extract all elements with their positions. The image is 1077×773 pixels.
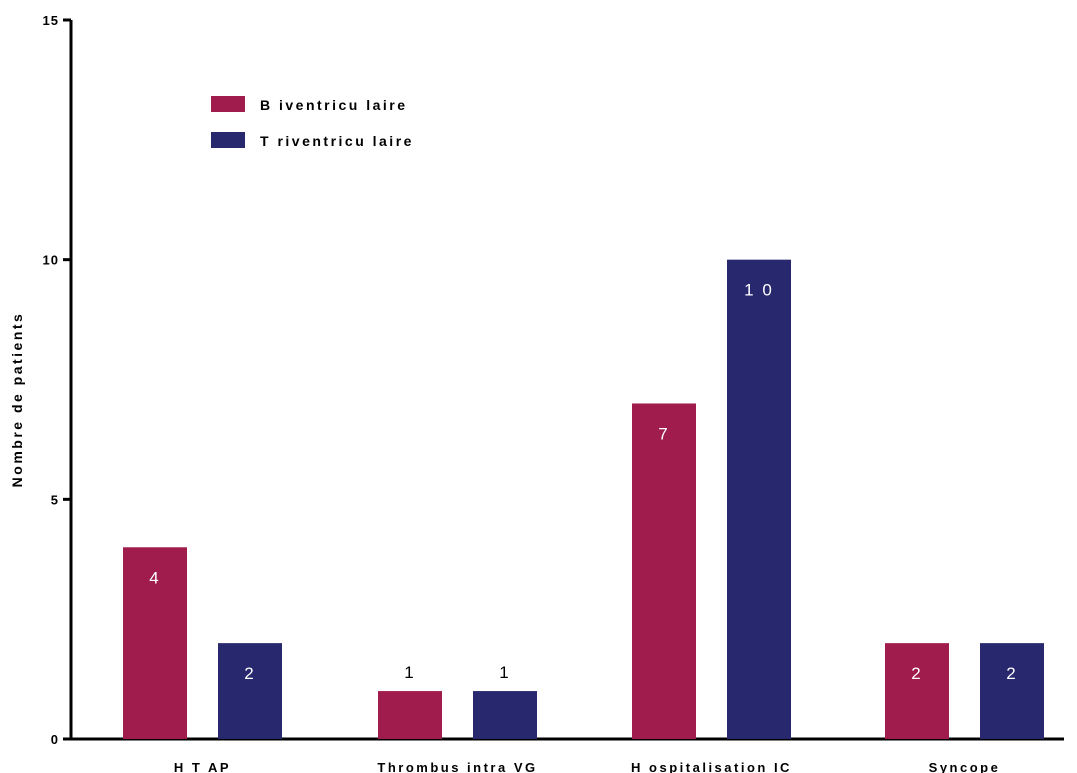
x-tick-label: H T AP — [174, 760, 231, 773]
y-axis-title: Nombre de patients — [9, 312, 25, 488]
bar — [123, 547, 187, 739]
bar — [218, 643, 282, 739]
legend-swatch — [211, 132, 245, 148]
x-tick-label: H ospitalisation IC — [631, 760, 792, 773]
bar — [980, 643, 1044, 739]
bar — [727, 259, 791, 739]
data-label: 1 — [499, 663, 510, 682]
bar — [885, 643, 949, 739]
bar — [378, 691, 442, 739]
legend: B iventricu laire T riventricu laire — [211, 96, 414, 149]
y-tick-label: 0 — [51, 732, 59, 747]
y-tick-label: 10 — [43, 253, 59, 268]
bar — [473, 691, 537, 739]
y-tick-label: 15 — [43, 13, 59, 28]
legend-label: T riventricu laire — [260, 133, 414, 149]
x-tick-label: Syncope — [929, 760, 1001, 773]
bar — [632, 403, 696, 739]
legend-label: B iventricu laire — [260, 97, 408, 113]
data-label: 1 0 — [744, 281, 774, 300]
data-label: 4 — [149, 568, 160, 587]
data-label: 1 — [404, 663, 415, 682]
x-tick-label: Thrombus intra VG — [377, 760, 537, 773]
data-label: 2 — [244, 664, 255, 683]
bars: 4 2 1 1 7 1 0 2 2 — [123, 259, 1044, 739]
y-tick-label: 5 — [51, 492, 59, 507]
data-label: 2 — [911, 664, 922, 683]
legend-swatch — [211, 96, 245, 112]
data-label: 2 — [1006, 664, 1017, 683]
data-label: 7 — [658, 424, 669, 443]
